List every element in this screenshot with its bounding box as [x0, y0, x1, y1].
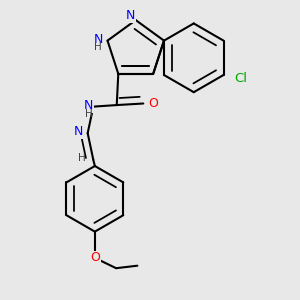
- Text: H: H: [85, 109, 92, 119]
- Text: N: N: [125, 9, 135, 22]
- Text: N: N: [74, 125, 83, 138]
- Text: N: N: [93, 33, 103, 46]
- Text: H: H: [77, 153, 85, 163]
- Text: N: N: [84, 99, 93, 112]
- Text: H: H: [94, 43, 102, 52]
- Text: O: O: [90, 251, 100, 264]
- Text: O: O: [148, 97, 158, 110]
- Text: Cl: Cl: [234, 72, 247, 85]
